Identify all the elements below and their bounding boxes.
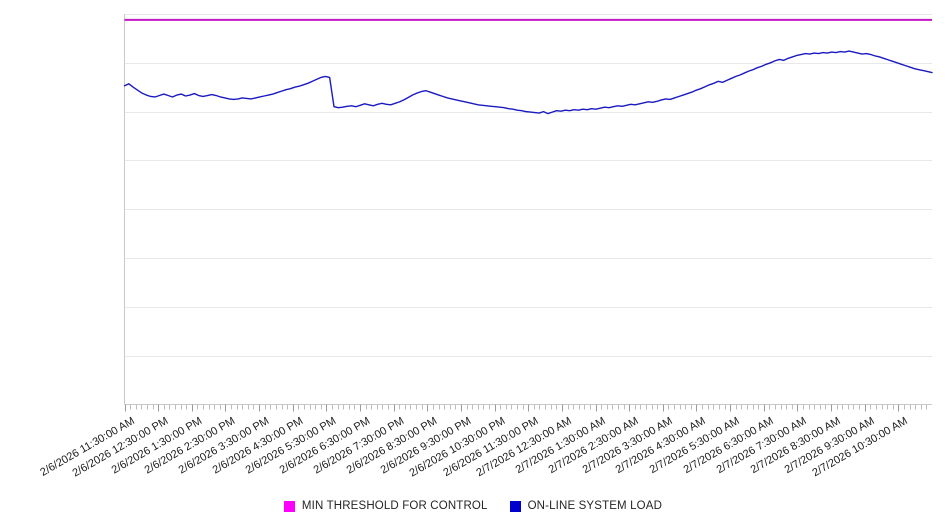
legend-item[interactable]: MIN THRESHOLD FOR CONTROL bbox=[283, 500, 488, 512]
series-on-line-system-load bbox=[123, 50, 933, 115]
legend-item[interactable]: ON-LINE SYSTEM LOAD bbox=[509, 500, 663, 512]
legend-color-swatch bbox=[283, 500, 295, 512]
legend-item-label: ON-LINE SYSTEM LOAD bbox=[527, 500, 663, 512]
y-gridlines bbox=[124, 14, 932, 357]
legend-color-swatch bbox=[509, 500, 521, 512]
legend-item-label: MIN THRESHOLD FOR CONTROL bbox=[301, 500, 488, 512]
chart-legend: MIN THRESHOLD FOR CONTROL ON-LINE SYSTEM … bbox=[0, 494, 946, 518]
x-axis-ticks bbox=[125, 404, 927, 412]
